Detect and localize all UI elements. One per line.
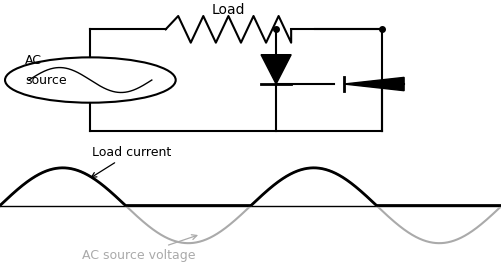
Text: AC: AC: [25, 54, 42, 67]
Text: AC source voltage: AC source voltage: [81, 235, 196, 262]
Text: Load: Load: [211, 3, 244, 17]
Polygon shape: [343, 77, 403, 91]
Polygon shape: [261, 55, 291, 84]
Text: source: source: [25, 74, 67, 87]
Text: Load current: Load current: [91, 145, 171, 177]
